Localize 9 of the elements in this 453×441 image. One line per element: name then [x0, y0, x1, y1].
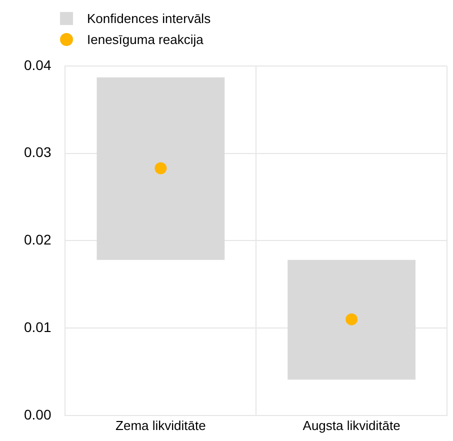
y-tick-label: 0.03 — [24, 144, 52, 160]
x-tick-label: Augsta likviditāte — [302, 418, 400, 433]
legend-label: Konfidences intervāls — [87, 10, 211, 28]
y-tick-label: 0.04 — [24, 56, 52, 73]
y-tick-label: 0.02 — [24, 232, 52, 248]
y-tick-label: 0.00 — [24, 406, 52, 422]
legend-label: Ienesīguma reakcija — [87, 31, 204, 49]
y-tick-label: 0.01 — [24, 318, 52, 335]
x-tick-label: Zema likviditāte — [116, 418, 206, 433]
